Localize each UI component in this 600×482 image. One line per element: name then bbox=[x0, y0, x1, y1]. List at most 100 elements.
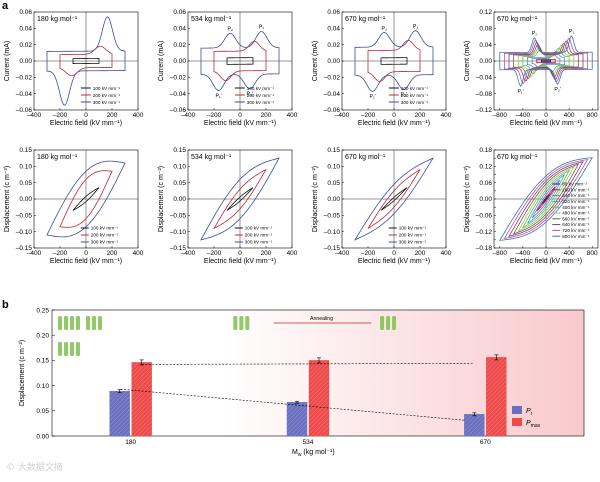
y-tick-label: –0.18 bbox=[476, 245, 493, 252]
legend-label: 300 kV mm⁻¹ bbox=[93, 100, 121, 105]
current-loop-series bbox=[499, 35, 593, 87]
y-tick-label: 0.10 bbox=[19, 164, 32, 171]
chain-schematic bbox=[380, 316, 397, 330]
legend-label: 480 kV mm⁻¹ bbox=[562, 211, 590, 216]
sample-annotation: 670 kg mol⁻¹ bbox=[345, 16, 386, 23]
chain-block bbox=[92, 316, 96, 330]
sample-annotation: 534 kg mol⁻¹ bbox=[191, 16, 232, 23]
x-tick-label: 200 bbox=[415, 112, 426, 119]
x-tick-label: –200 bbox=[207, 112, 222, 119]
x-tick-label: 400 bbox=[287, 250, 298, 257]
y-tick-label: –0.04 bbox=[476, 75, 493, 82]
x-tick-label: –200 bbox=[207, 250, 222, 257]
trend-arrow-pr bbox=[120, 388, 466, 421]
y-tick-label: –0.08 bbox=[476, 91, 493, 98]
y-axis-label: Current (mA) bbox=[4, 41, 11, 81]
legend-label: 200 kV mm⁻¹ bbox=[399, 233, 427, 238]
x-axis-label: Electric field (kV mm⁻¹) bbox=[358, 258, 430, 265]
x-tick-label: 0 bbox=[544, 112, 548, 119]
chain-schematic bbox=[86, 316, 102, 330]
legend-label: 300 kV mm⁻¹ bbox=[91, 240, 119, 245]
sample-annotation: 180 kg mol⁻¹ bbox=[37, 154, 78, 161]
y-tick-label: 0.12 bbox=[479, 9, 492, 16]
chain-schematic bbox=[233, 316, 250, 330]
peak-label: P₁ bbox=[413, 24, 418, 30]
y-tick-label: –0.06 bbox=[476, 213, 493, 220]
chain-block bbox=[98, 316, 102, 330]
current-loop-series bbox=[226, 57, 254, 65]
current-loop-series bbox=[200, 31, 280, 91]
legend-label: 300 kV mm⁻¹ bbox=[399, 240, 427, 245]
x-tick-label: 0 bbox=[544, 250, 548, 257]
sample-annotation: 670 kg mol⁻¹ bbox=[497, 154, 538, 161]
y-tick-label: 0.00 bbox=[327, 58, 340, 65]
current-loop-series bbox=[46, 16, 126, 106]
x-axis-label: Electric field (kV mm⁻¹) bbox=[510, 258, 582, 265]
y-axis-label: Current (mA) bbox=[464, 41, 471, 81]
chain-block bbox=[380, 316, 385, 330]
displacement-loop-series bbox=[508, 161, 584, 237]
y-tick-label: 0.04 bbox=[479, 42, 492, 49]
displacement-loop-series bbox=[503, 158, 589, 240]
current-loop-series bbox=[540, 59, 552, 63]
current-loop-series bbox=[367, 40, 421, 82]
y-tick-label: 0.06 bbox=[479, 180, 492, 187]
chain-block bbox=[64, 342, 68, 356]
y-tick-label: –0.15 bbox=[16, 245, 33, 252]
y-tick-label: 0.15 bbox=[36, 358, 49, 365]
x-tick-label: 400 bbox=[441, 112, 452, 119]
y-tick-label: –0.04 bbox=[324, 91, 341, 98]
displacement-loop-series bbox=[521, 169, 571, 229]
peak-label: P₂' bbox=[554, 87, 560, 93]
y-tick-label: –0.02 bbox=[324, 75, 341, 82]
x-tick-label: 400 bbox=[564, 112, 575, 119]
chain-block bbox=[392, 316, 397, 330]
peak-label: P₁' bbox=[517, 89, 523, 95]
y-tick-label: –0.12 bbox=[476, 229, 493, 236]
y-tick-label: –0.02 bbox=[170, 75, 187, 82]
chart-panels: –400 –200 0 200 400 –0.06 –0.04 –0.02 0.00 0.02 0.… bbox=[4, 9, 599, 458]
chain-block bbox=[76, 342, 80, 356]
legend-label: 80 kV mm⁻¹ bbox=[562, 182, 587, 187]
current-loop-series bbox=[536, 58, 556, 64]
legend-label: 640 kV mm⁻¹ bbox=[562, 222, 590, 227]
chain-block bbox=[64, 316, 68, 330]
x-tick-label: –800 bbox=[493, 250, 508, 257]
x-tick-label: 400 bbox=[133, 250, 144, 257]
x-tick-label: –400 bbox=[27, 250, 42, 257]
y-tick-label: –0.05 bbox=[170, 213, 187, 220]
legend-label: 160 kV mm⁻¹ bbox=[562, 187, 590, 192]
y-tick-label: 0.12 bbox=[479, 164, 492, 171]
y-tick-label: 0.10 bbox=[173, 164, 186, 171]
x-tick-label: –400 bbox=[181, 250, 196, 257]
current-loop-series bbox=[354, 30, 434, 92]
x-tick-label: –400 bbox=[335, 112, 350, 119]
legend-label: Pr bbox=[526, 408, 533, 417]
x-tick-label: 200 bbox=[261, 112, 272, 119]
shaded-region bbox=[220, 310, 584, 436]
x-tick-label: 400 bbox=[287, 112, 298, 119]
x-axis-label: Electric field (kV mm⁻¹) bbox=[204, 258, 276, 265]
legend-label: 320 kV mm⁻¹ bbox=[562, 199, 590, 204]
y-tick-label: 0.08 bbox=[479, 26, 492, 33]
y-tick-label: 0.06 bbox=[19, 9, 32, 16]
y-tick-label: –0.12 bbox=[476, 107, 493, 114]
y-tick-label: –0.10 bbox=[16, 229, 33, 236]
y-tick-label: 0.00 bbox=[479, 196, 492, 203]
y-axis-label: Displacement (c m⁻²) bbox=[19, 340, 26, 406]
legend-label: 100 kV mm⁻¹ bbox=[91, 226, 119, 231]
legend-label: Pmax bbox=[526, 420, 541, 429]
legend-label: 100 kV mm⁻¹ bbox=[247, 86, 275, 91]
x-tick-label: 0 bbox=[392, 250, 396, 257]
y-tick-label: –0.15 bbox=[324, 245, 341, 252]
chain-schematic bbox=[58, 316, 80, 330]
y-tick-label: 0.04 bbox=[19, 26, 32, 33]
legend-label: 100 kV mm⁻¹ bbox=[93, 86, 121, 91]
chain-block bbox=[239, 316, 244, 330]
peak-label: P₂ bbox=[532, 31, 537, 37]
x-tick-label: 400 bbox=[564, 250, 575, 257]
peak-label: P₁ bbox=[259, 25, 264, 31]
y-tick-label: 0.02 bbox=[19, 42, 32, 49]
panel-b-label: b bbox=[2, 299, 9, 311]
